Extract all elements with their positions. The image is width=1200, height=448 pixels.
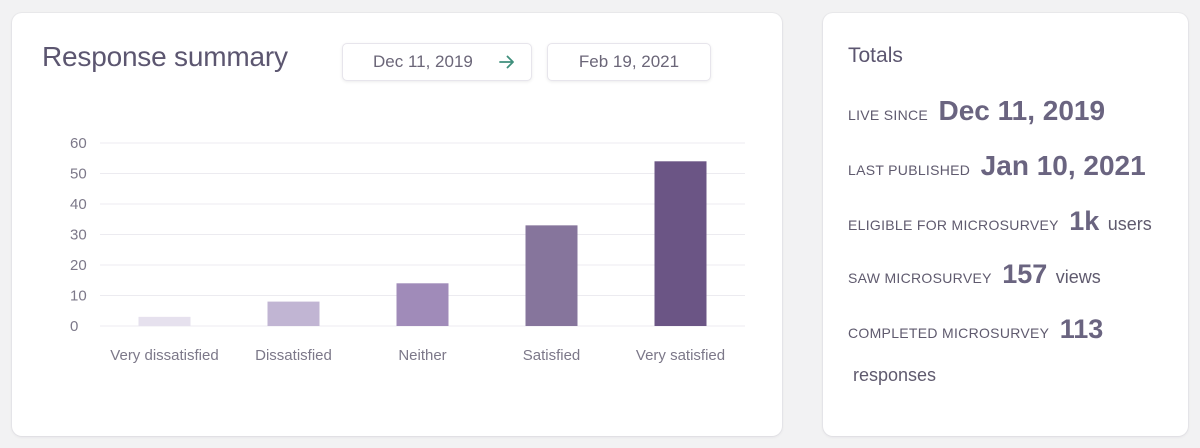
x-category-label: Very dissatisfied: [110, 347, 218, 364]
x-category-label: Neither: [398, 347, 446, 364]
eligible-stat: ELIGIBLE FOR MICROSURVEY 1k users: [848, 206, 1152, 237]
start-date-button[interactable]: Dec 11, 2019: [342, 43, 532, 81]
live-since-stat: LIVE SINCE Dec 11, 2019: [848, 95, 1105, 127]
bar-satisfied: [525, 225, 578, 326]
totals-title: Totals: [848, 44, 903, 67]
arrow-right-icon: [499, 55, 514, 69]
x-category-label: Satisfied: [523, 347, 581, 364]
live-since-value: Dec 11, 2019: [938, 95, 1106, 126]
live-since-label: LIVE SINCE: [848, 107, 929, 123]
y-tick-label: 50: [70, 166, 87, 183]
start-date-label: Dec 11, 2019: [373, 52, 473, 71]
response-summary-card: Response summary Dec 11, 2019 Feb 19, 20…: [12, 13, 782, 436]
completed-stat: COMPLETED MICROSURVEY 113: [848, 314, 1103, 345]
completed-label: COMPLETED MICROSURVEY: [848, 325, 1050, 341]
end-date-label: Feb 19, 2021: [578, 52, 680, 71]
y-tick-label: 40: [70, 196, 87, 213]
x-category-label: Dissatisfied: [255, 347, 332, 364]
y-tick-label: 0: [70, 318, 78, 335]
y-tick-label: 20: [70, 257, 87, 274]
last-published-label: LAST PUBLISHED: [848, 162, 971, 178]
saw-stat: SAW MICROSURVEY 157 views: [848, 259, 1101, 290]
response-bar-chart: 0 10 20 30 40 50 60 Very dissatisfied Dissatisfi…: [70, 135, 745, 364]
bar-dissatisfied: [267, 301, 320, 326]
bar-very-dissatisfied: [138, 316, 191, 326]
last-published-stat: LAST PUBLISHED Jan 10, 2021: [848, 150, 1146, 182]
summary-title: Response summary: [42, 41, 288, 72]
y-tick-label: 60: [70, 135, 87, 152]
y-tick-label: 10: [70, 288, 87, 305]
eligible-unit: users: [1107, 214, 1152, 234]
saw-value: 157: [1002, 259, 1048, 289]
completed-unit: responses: [853, 365, 937, 385]
bar-neither: [396, 283, 449, 326]
y-tick-label: 30: [70, 227, 87, 244]
saw-label: SAW MICROSURVEY: [848, 270, 992, 286]
completed-value: 113: [1059, 314, 1104, 344]
last-published-value: Jan 10, 2021: [980, 150, 1146, 181]
end-date-button[interactable]: Feb 19, 2021: [547, 43, 711, 81]
bar-very-satisfied: [654, 161, 707, 326]
x-category-label: Very satisfied: [636, 347, 725, 364]
eligible-label: ELIGIBLE FOR MICROSURVEY: [848, 217, 1059, 233]
totals-card: Totals LIVE SINCE Dec 11, 2019 LAST PUBL…: [823, 13, 1188, 436]
eligible-value: 1k: [1069, 206, 1100, 236]
saw-unit: views: [1055, 267, 1101, 287]
